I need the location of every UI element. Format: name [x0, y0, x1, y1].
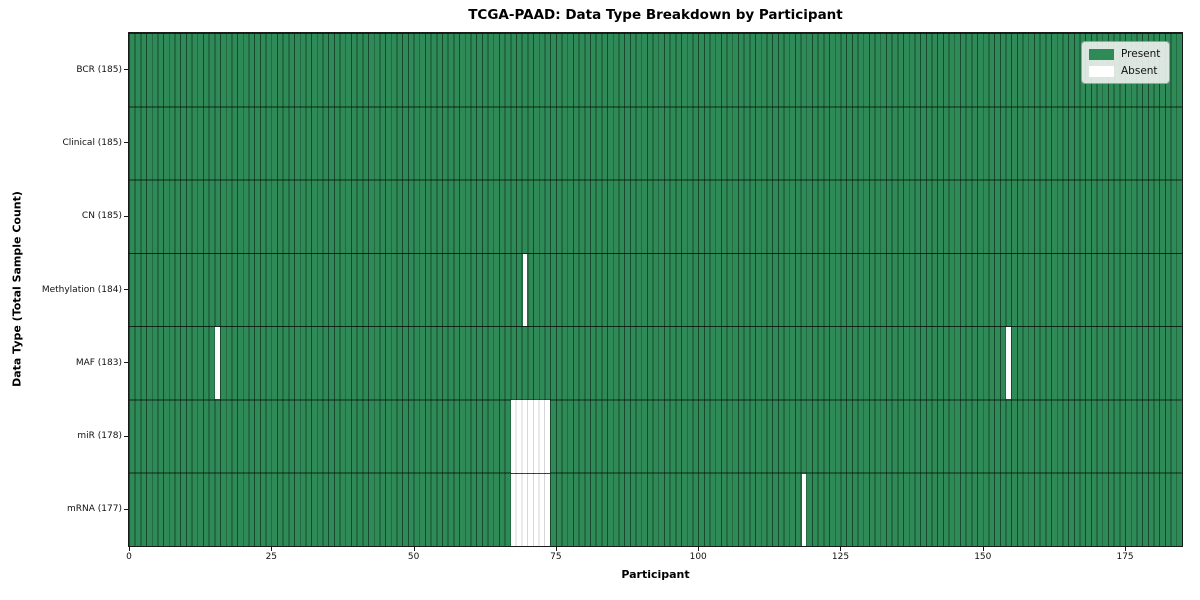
- x-tick-label-50: 50: [407, 552, 420, 562]
- x-tick-mark: [1125, 547, 1127, 551]
- chart-title: TCGA-PAAD: Data Type Breakdown by Partic…: [468, 7, 843, 23]
- y-tick-label-methylation: Methylation (184): [41, 284, 122, 295]
- y-tick-label-mrna: mRNA (177): [67, 504, 122, 515]
- x-tick-mark: [982, 547, 984, 551]
- legend-label-absent: Absent: [1121, 65, 1158, 77]
- x-tick-label-125: 125: [831, 552, 850, 562]
- y-tick-mark: [124, 508, 128, 510]
- x-tick-label-0: 0: [126, 552, 132, 562]
- x-tick-mark: [129, 547, 130, 551]
- absent-cells-maf: [215, 327, 221, 400]
- x-tick-label-25: 25: [265, 552, 278, 562]
- y-tick-mark: [124, 215, 128, 217]
- x-tick-mark: [413, 547, 415, 551]
- x-tick-mark: [840, 547, 842, 551]
- absent-swatch: [1089, 65, 1114, 77]
- absent-cells-mrna: [801, 473, 807, 546]
- y-tick-mark: [124, 142, 128, 144]
- y-tick-mark: [124, 435, 128, 437]
- x-tick-label-100: 100: [689, 552, 707, 562]
- y-tick-label-maf: MAF (183): [75, 357, 122, 368]
- y-tick-label-bcr: BCR (185): [76, 64, 122, 75]
- y-tick-mark: [124, 289, 128, 290]
- x-tick-label-75: 75: [550, 552, 562, 562]
- absent-cells-mir: [511, 400, 551, 473]
- absent-cells-maf: [1006, 327, 1012, 400]
- present-swatch: [1089, 48, 1114, 60]
- absent-cells-methylation: [522, 253, 528, 327]
- y-tick-mark: [124, 362, 128, 364]
- legend: Present Absent: [1081, 41, 1171, 84]
- x-tick-mark: [555, 547, 557, 551]
- legend-label-present: Present: [1121, 48, 1161, 60]
- y-tick-label-clinical: Clinical (185): [62, 137, 122, 148]
- y-tick-label-mir: miR (178): [77, 431, 122, 442]
- x-tick-mark: [698, 547, 700, 551]
- plot-area: [128, 32, 1183, 547]
- legend-item-present: Present: [1089, 48, 1160, 60]
- y-tick-mark: [124, 69, 128, 71]
- x-tick-mark: [271, 547, 273, 551]
- x-axis-label: Participant: [621, 568, 690, 581]
- y-tick-label-cn: CN (185): [81, 211, 122, 222]
- legend-item-absent: Absent: [1089, 65, 1160, 77]
- x-tick-label-150: 150: [974, 552, 992, 562]
- absent-cells-mrna: [511, 473, 551, 546]
- x-tick-label-175: 175: [1116, 552, 1134, 562]
